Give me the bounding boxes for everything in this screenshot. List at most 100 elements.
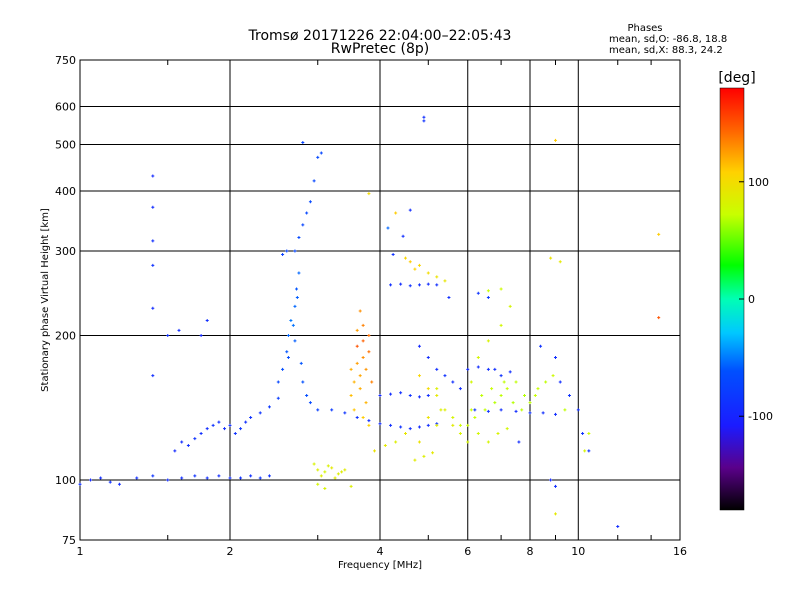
data-point (151, 174, 155, 178)
data-point (435, 394, 439, 398)
data-point (394, 211, 398, 215)
data-point (499, 287, 503, 291)
data-point (293, 339, 297, 343)
data-point (399, 425, 403, 429)
data-point (199, 334, 203, 338)
y-axis-ticks: 75 100 200 300 400 500 600 750 (55, 54, 76, 547)
data-point (343, 468, 347, 472)
data-point (417, 283, 421, 287)
data-point (426, 415, 430, 419)
data-point (443, 279, 447, 283)
data-point (316, 482, 320, 486)
data-point (426, 355, 430, 359)
data-point (301, 380, 305, 384)
data-point (173, 449, 177, 453)
colorbar-label: [deg] (718, 70, 755, 86)
data-point (205, 476, 209, 480)
data-point (289, 318, 293, 322)
data-point (511, 401, 515, 405)
data-point (422, 454, 426, 458)
data-point (408, 208, 412, 212)
data-point (486, 409, 490, 413)
data-point (523, 394, 527, 398)
data-point (389, 423, 393, 427)
data-point (199, 432, 203, 436)
data-point (193, 437, 197, 441)
x-tick-label: 10 (571, 545, 585, 558)
data-point (466, 423, 470, 427)
data-point (358, 374, 362, 378)
y-axis-label: Stationary phase Virtual Height [km] (40, 208, 51, 392)
data-point (657, 316, 661, 320)
data-point (469, 380, 473, 384)
data-point (258, 411, 262, 415)
data-point (443, 408, 447, 412)
y-tick-label: 200 (55, 330, 76, 343)
data-point (408, 284, 412, 288)
data-point (312, 179, 316, 183)
data-point (239, 427, 243, 431)
data-point (508, 304, 512, 308)
data-point (364, 367, 368, 371)
data-point (502, 380, 506, 384)
data-point (657, 232, 661, 236)
data-point (413, 267, 417, 271)
data-point (389, 392, 393, 396)
data-point (355, 328, 359, 332)
data-point (151, 263, 155, 267)
data-point (514, 409, 518, 413)
data-point (177, 328, 181, 332)
data-point (486, 296, 490, 300)
colorbar-tick-label: 0 (748, 293, 755, 306)
data-point (108, 480, 112, 484)
data-point (528, 401, 532, 405)
data-point (426, 282, 430, 286)
data-point (408, 427, 412, 431)
data-point (301, 140, 305, 144)
data-point (447, 296, 451, 300)
data-point (422, 119, 426, 123)
data-point (426, 394, 430, 398)
data-point (151, 239, 155, 243)
data-point (553, 138, 557, 142)
data-point (151, 306, 155, 310)
data-point (217, 420, 221, 424)
data-point (211, 423, 215, 427)
data-point (312, 462, 316, 466)
data-point (417, 440, 421, 444)
data-point (186, 444, 190, 448)
data-point (466, 367, 470, 371)
data-point (228, 476, 232, 480)
data-point (378, 394, 382, 398)
data-point (217, 474, 221, 478)
plot-area: 1 2 4 6 8 10 16 75 100 200 300 400 500 600 750 (55, 54, 687, 558)
data-point (486, 367, 490, 371)
data-point (563, 408, 567, 412)
x-axis-label: Frequency [MHz] (338, 560, 422, 571)
data-point (285, 350, 289, 354)
data-point (581, 432, 585, 436)
data-point (417, 374, 421, 378)
data-point (323, 487, 327, 491)
data-point (370, 380, 374, 384)
y-tick-label: 750 (55, 54, 76, 67)
data-point (151, 474, 155, 478)
colorbar-tick-label: 100 (748, 176, 769, 189)
data-point (490, 387, 494, 391)
data-point (367, 423, 371, 427)
data-point (99, 476, 103, 480)
data-point (293, 249, 297, 253)
data-point (205, 427, 209, 431)
data-point (553, 484, 557, 488)
data-point (476, 365, 480, 369)
data-point (426, 387, 430, 391)
data-point (316, 408, 320, 412)
data-point (558, 380, 562, 384)
data-point (319, 151, 323, 155)
data-point (330, 466, 334, 470)
data-point (117, 482, 121, 486)
chart-title: Tromsø 20171226 22:04:00–22:05:43 (248, 28, 512, 44)
data-point (305, 394, 309, 398)
data-point (476, 432, 480, 436)
